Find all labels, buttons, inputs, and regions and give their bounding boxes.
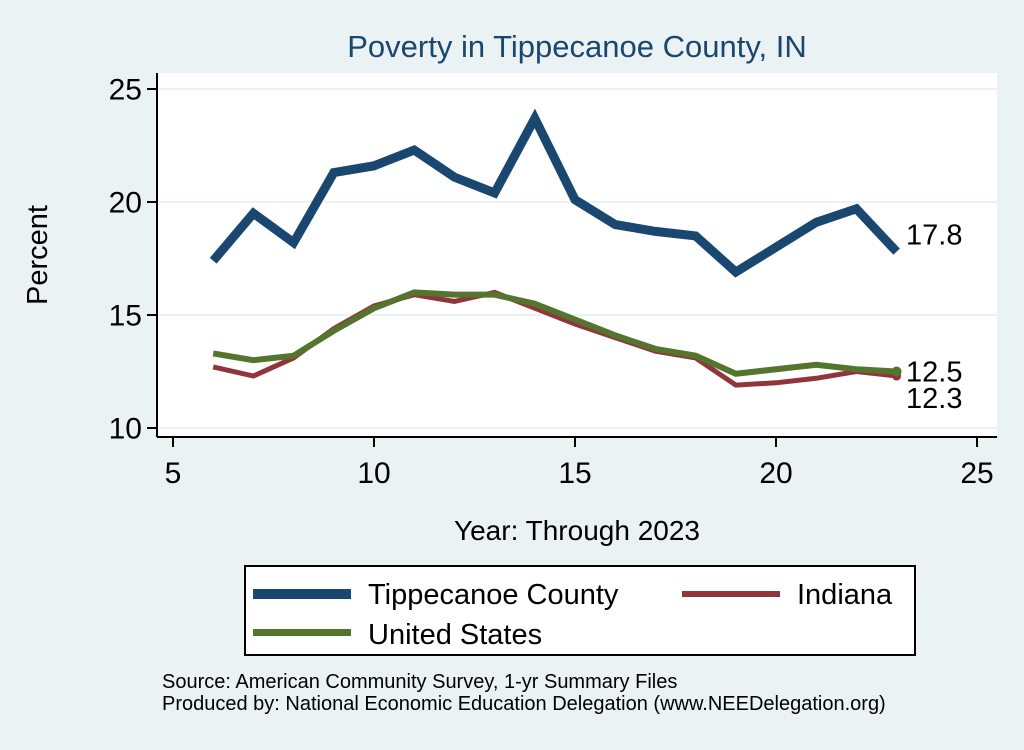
legend: Tippecanoe County Indiana United States — [244, 565, 916, 656]
series-line-united-states — [212, 289, 897, 377]
y-tick-label-25: 25 — [109, 74, 142, 107]
series-end-labels: 17.8 12.312.5 — [906, 220, 962, 415]
x-tick-label-25: 25 — [960, 457, 993, 490]
plot-area — [157, 73, 997, 437]
legend-swatch-tippecanoe-county — [253, 589, 351, 599]
chart-title: Poverty in Tippecanoe County, IN — [347, 29, 807, 64]
series-end-dot-united-states — [891, 366, 902, 377]
note-source: Source: American Community Survey, 1-yr … — [162, 671, 677, 693]
series-lines — [209, 108, 902, 388]
end-label-united-states: 12.5 — [906, 357, 962, 389]
y-tick-label-20: 20 — [109, 187, 142, 220]
legend-box — [244, 565, 916, 656]
x-tick-label-15: 15 — [558, 457, 591, 490]
end-label-tippecanoe-county: 17.8 — [906, 220, 962, 252]
legend-swatch-united-states — [253, 629, 351, 636]
x-axis-title: Year: Through 2023 — [454, 515, 700, 546]
x-axis-ticks: 5 10 15 20 25 — [165, 437, 994, 490]
legend-swatch-indiana — [682, 591, 780, 597]
legend-label-indiana: Indiana — [797, 579, 893, 611]
x-tick-label-5: 5 — [165, 457, 182, 490]
y-axis: 25 20 15 10 — [109, 73, 158, 446]
legend-label-united-states: United States — [368, 619, 542, 651]
legend-label-tippecanoe-county: Tippecanoe County — [368, 579, 619, 611]
y-axis-ticks: 25 20 15 10 — [109, 74, 157, 446]
end-label-indiana: 12.3 — [906, 383, 962, 415]
y-tick-label-15: 15 — [109, 300, 142, 333]
series-line-tippecanoe-county — [209, 108, 900, 278]
x-tick-label-10: 10 — [357, 457, 390, 490]
note-produced-by: Produced by: National Economic Education… — [162, 693, 886, 715]
x-tick-label-20: 20 — [759, 457, 792, 490]
y-tick-label-10: 10 — [109, 413, 142, 446]
x-axis: 5 10 15 20 25 — [157, 436, 997, 490]
y-axis-title: Percent — [22, 205, 54, 305]
